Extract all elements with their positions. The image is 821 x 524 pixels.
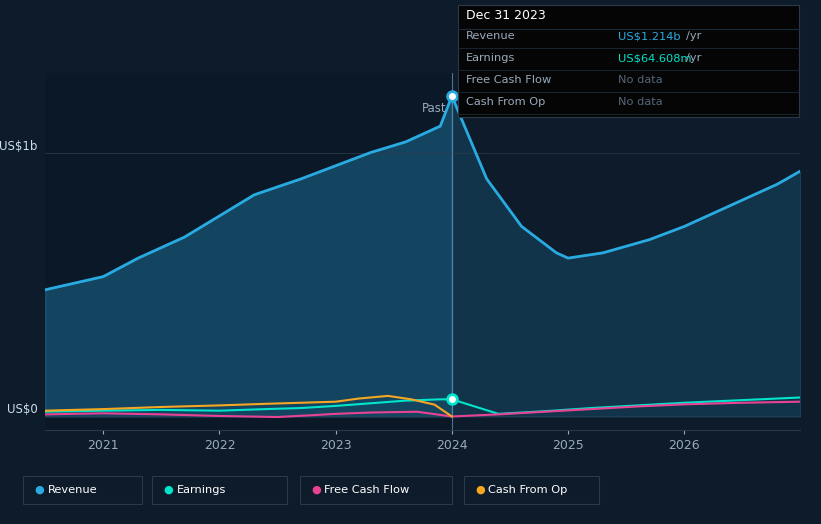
Text: /yr: /yr <box>686 31 701 41</box>
Text: /yr: /yr <box>686 53 701 63</box>
Text: US$0: US$0 <box>7 403 38 417</box>
Text: Cash From Op: Cash From Op <box>488 485 568 495</box>
Bar <box>45 73 452 430</box>
Text: Free Cash Flow: Free Cash Flow <box>324 485 410 495</box>
Text: No data: No data <box>618 97 663 107</box>
Text: Free Cash Flow: Free Cash Flow <box>466 75 552 85</box>
Text: Earnings: Earnings <box>177 485 226 495</box>
Text: ●: ● <box>34 485 44 495</box>
Text: Analysts Forecasts: Analysts Forecasts <box>457 102 567 115</box>
Text: ●: ● <box>311 485 321 495</box>
Text: Dec 31 2023: Dec 31 2023 <box>466 9 546 22</box>
Text: US$1.214b: US$1.214b <box>618 31 681 41</box>
Text: Cash From Op: Cash From Op <box>466 97 546 107</box>
Text: ●: ● <box>163 485 173 495</box>
Bar <box>452 73 800 430</box>
Text: Earnings: Earnings <box>466 53 516 63</box>
Text: Past: Past <box>421 102 446 115</box>
Text: Revenue: Revenue <box>48 485 97 495</box>
Text: US$1b: US$1b <box>0 139 38 152</box>
Text: US$64.608m: US$64.608m <box>618 53 692 63</box>
Text: No data: No data <box>618 75 663 85</box>
Text: Revenue: Revenue <box>466 31 516 41</box>
Text: ●: ● <box>475 485 485 495</box>
